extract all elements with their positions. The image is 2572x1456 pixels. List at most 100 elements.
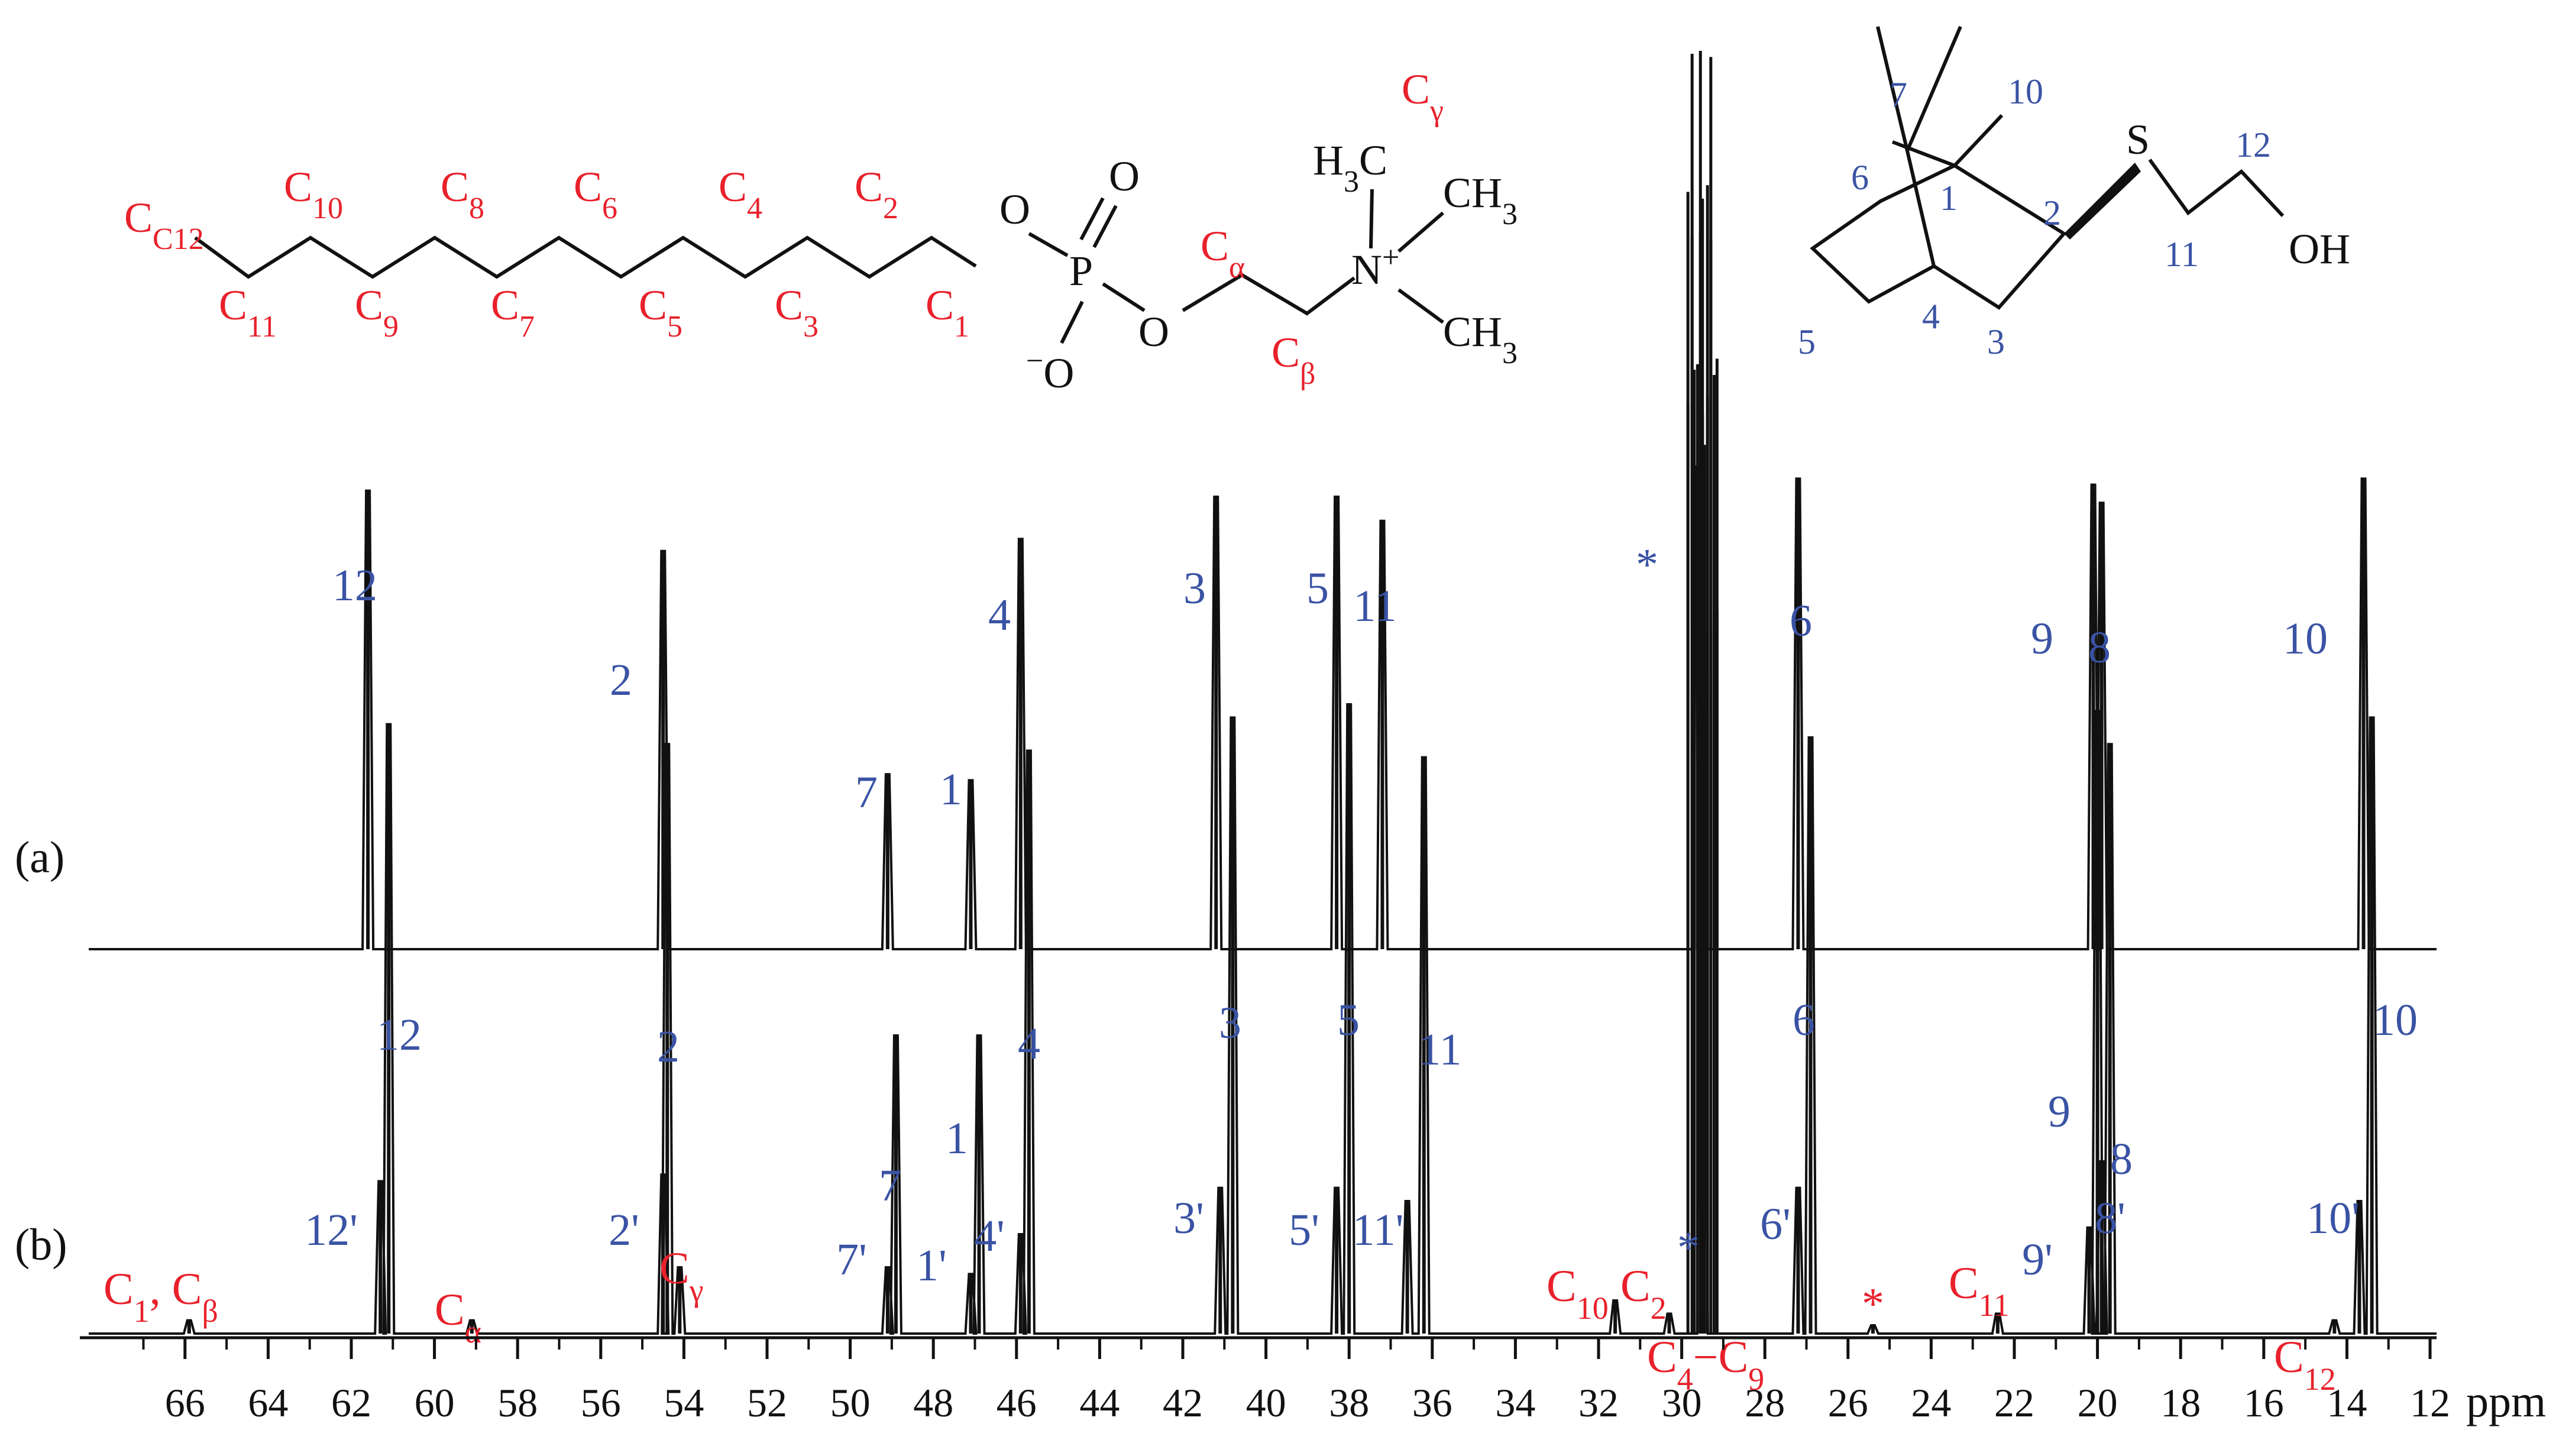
atom-h3c: H3C (1313, 137, 1387, 199)
peak-label-b-4': 4' (974, 1211, 1005, 1261)
x-axis-label: ppm (2466, 1377, 2546, 1426)
x-tick-label-48: 48 (913, 1380, 953, 1425)
peak-label-b-8': 8' (2095, 1193, 2125, 1243)
ligand-num-3: 3 (1987, 322, 2005, 361)
atom-o-ester1: O (999, 186, 1030, 233)
peak-label-b-11: 11 (1418, 1025, 1461, 1075)
x-tick-label-44: 44 (1079, 1380, 1120, 1425)
label-c11: C11 (219, 282, 277, 344)
peak-label-a-10: 10 (2283, 614, 2328, 664)
peak-label-b-Cα: Cα (435, 1285, 481, 1350)
x-tick-label-58: 58 (497, 1380, 538, 1425)
label-c10: C10 (284, 163, 343, 225)
x-tick-label-66: 66 (165, 1380, 205, 1425)
spectrum-a-trace (89, 465, 2437, 950)
ligand-num-1: 1 (1940, 179, 1958, 218)
label-c7: C7 (491, 282, 535, 344)
label-c2: C2 (855, 163, 898, 225)
atom-o-double: O (1109, 153, 1140, 200)
x-tick-label-16: 16 (2244, 1380, 2284, 1425)
peak-label-a-8: 8 (2088, 623, 2111, 672)
peak-label-a-11: 11 (1353, 581, 1396, 631)
peak-label-b-2: 2 (657, 1022, 680, 1072)
atom-ch3-right: CH3 (1443, 169, 1518, 231)
o-p-bond (1028, 232, 1069, 257)
label-c8: C8 (441, 163, 484, 225)
spectrum-b-label: (b) (15, 1220, 67, 1270)
peak-label-a-3: 3 (1183, 564, 1206, 613)
x-tick-label-18: 18 (2160, 1380, 2201, 1425)
peak-label-b-12': 12' (305, 1205, 358, 1255)
p-o-double-bond-2 (1092, 205, 1118, 248)
peak-label-b-10': 10' (2306, 1193, 2360, 1243)
x-tick-label-12: 12 (2410, 1380, 2450, 1425)
peak-label-b-8: 8 (2110, 1134, 2133, 1184)
peak-label-b-C2: C2 (1620, 1261, 1667, 1326)
x-tick-label-34: 34 (1495, 1380, 1535, 1425)
peak-label-a-7: 7 (855, 768, 878, 817)
wedge-bond (2064, 163, 2141, 240)
x-tick-label-32: 32 (1578, 1380, 1619, 1425)
ligand-num-5: 5 (1798, 322, 1816, 361)
label-c12: CC12 (124, 194, 204, 256)
peak-label-b-7: 7 (879, 1161, 901, 1211)
atom-oh: OH (2289, 225, 2350, 273)
peak-label-b-3: 3 (1219, 998, 1241, 1048)
alkyl-chain-bond (194, 235, 977, 279)
label-c6: C6 (574, 163, 617, 225)
atom-o-minus: −O (1026, 344, 1074, 397)
peak-label-b-5: 5 (1337, 995, 1360, 1045)
p-o-minus-bond (1060, 300, 1084, 344)
ligand-num-2: 2 (2043, 193, 2061, 232)
p-o-ester-bond (1102, 282, 1146, 312)
peak-label-b-star-red: * (1862, 1279, 1884, 1329)
label-cgamma: Cγ (1402, 66, 1444, 128)
ligand-structure: 7 10 6 1 2 4 5 3 12 11 S OH (1798, 25, 2350, 361)
peak-label-a-9: 9 (2031, 614, 2053, 664)
x-tick-label-28: 28 (1745, 1380, 1785, 1425)
gem-dimethyl-2 (1905, 25, 1962, 152)
x-tick-label-50: 50 (830, 1380, 871, 1425)
x-tick-label-46: 46 (997, 1380, 1037, 1425)
bicyclic-bonds (1810, 140, 2067, 310)
peak-label-a-4: 4 (988, 590, 1011, 640)
peak-label-b-6: 6 (1793, 995, 1815, 1045)
peak-label-b-1: 1 (946, 1114, 968, 1163)
atom-p: P (1069, 247, 1093, 295)
peak-label-b-1': 1' (916, 1241, 947, 1290)
methyl-10 (1953, 114, 2004, 167)
label-cbeta: Cβ (1272, 329, 1316, 391)
x-tick-label-54: 54 (664, 1380, 704, 1425)
label-c3: C3 (775, 282, 818, 344)
x-tick-label-64: 64 (248, 1380, 288, 1425)
n-ch3-right-bond (1397, 211, 1444, 253)
x-tick-label-36: 36 (1412, 1380, 1452, 1425)
peak-label-a-*: * (1636, 540, 1658, 590)
peak-label-b-6': 6' (1760, 1199, 1791, 1249)
x-tick-label-14: 14 (2327, 1380, 2367, 1425)
ligand-num-6: 6 (1851, 158, 1869, 197)
x-tick-label-52: 52 (747, 1380, 787, 1425)
ligand-num-7: 7 (1890, 75, 1907, 114)
choline-bond (1182, 273, 1355, 316)
peak-label-b-12: 12 (377, 1010, 422, 1060)
peak-label-b-5': 5' (1289, 1205, 1319, 1255)
x-tick-label-26: 26 (1828, 1380, 1868, 1425)
atom-n: N+ (1351, 241, 1399, 294)
peak-label-a-2: 2 (610, 655, 632, 705)
peak-label-b-7': 7' (836, 1235, 867, 1284)
peak-label-a-1: 1 (940, 765, 962, 814)
gem-dimethyl-1 (1876, 26, 1909, 151)
x-axis: 66 64 62 60 58 56 54 52 50 48 46 44 42 40 38 36 34 32 30 28… (80, 1336, 2450, 1425)
peak-label-b-4: 4 (1018, 1019, 1040, 1069)
n-ch3-top-bond (1369, 189, 1374, 249)
x-tick-label-20: 20 (2078, 1380, 2118, 1425)
peak-label-b-C11: C11 (1949, 1258, 2010, 1323)
ligand-num-10: 10 (2008, 72, 2043, 111)
label-c4: C4 (719, 163, 762, 225)
bridge-bond (1905, 150, 1936, 267)
spectrum-a-label: (a) (15, 833, 64, 882)
atom-s: S (2126, 116, 2150, 163)
